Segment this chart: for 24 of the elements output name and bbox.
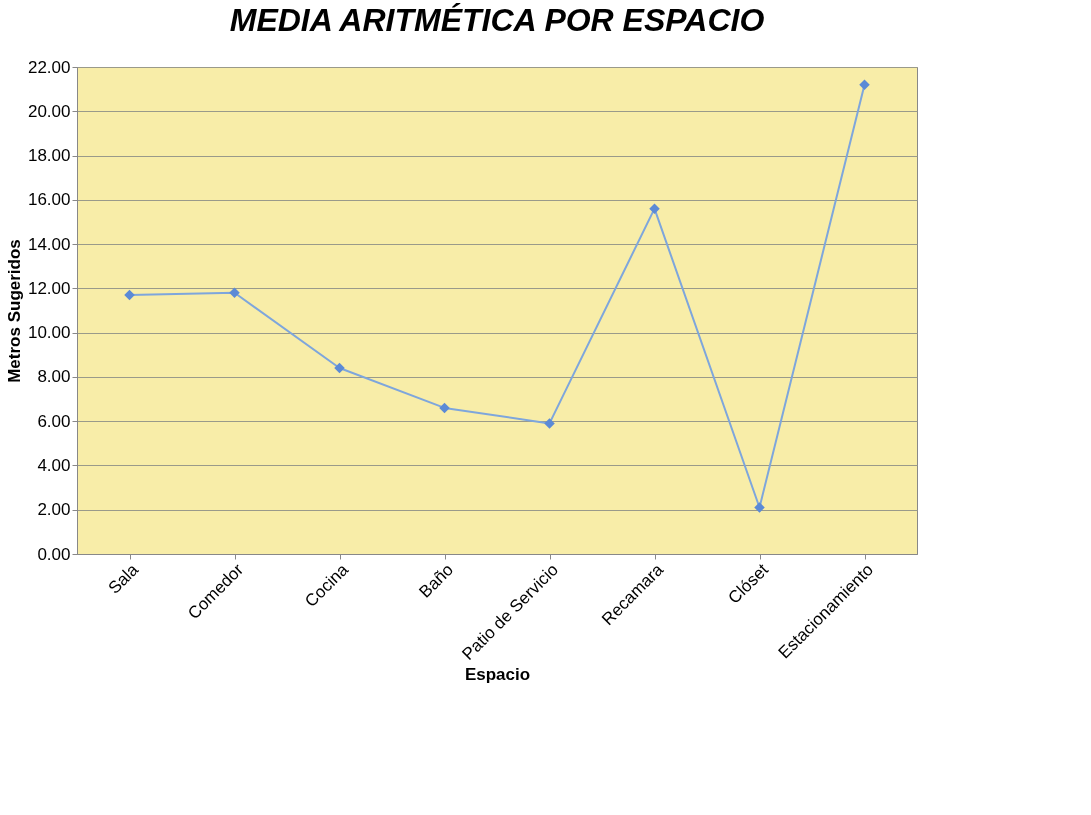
point [754,502,765,513]
y-tick-label: 22.00 [27,57,71,77]
point [649,203,660,214]
point [544,418,555,429]
point [124,289,135,301]
chart-title: MEDIA ARITMÉTICA POR ESPACIO [229,2,765,38]
y-tick-label: 20.00 [27,101,71,121]
y-axis-title: Metros Sugeridos [4,239,24,383]
y-tick-label: 16.00 [27,190,71,210]
y-tick-label: 10.00 [27,323,71,343]
y-tick-label: 12.00 [27,278,71,298]
y-tick-label: 2.00 [37,500,71,520]
y-tick-label: 4.00 [37,455,71,475]
point [229,287,240,299]
point [859,79,870,90]
x-axis-title: Espacio [464,665,531,685]
y-tick-label: 0.00 [37,544,71,564]
y-tick-label: 6.00 [37,411,71,431]
point [439,402,450,414]
point [334,362,345,374]
x-tick-label: Sala [104,559,143,598]
y-tick-label: 8.00 [37,367,71,387]
y-tick-label: 18.00 [27,146,71,166]
y-tick-label: 14.00 [27,234,71,254]
